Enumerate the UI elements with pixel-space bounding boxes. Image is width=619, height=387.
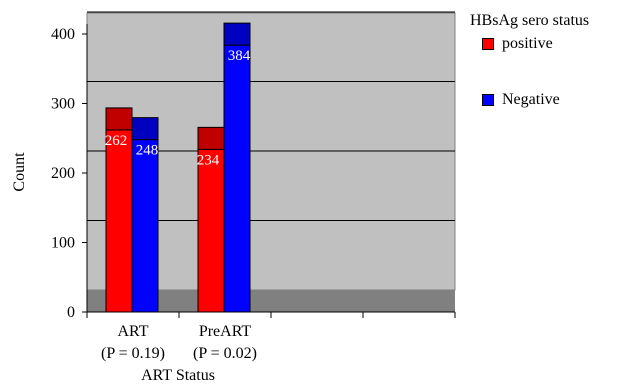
- bar-art-positive: [105, 129, 133, 313]
- legend-title: HBsAg sero status: [470, 12, 590, 29]
- y-axis-ticks: 0 100 200 300 400: [51, 26, 87, 321]
- y-axis-title: Count: [11, 152, 28, 192]
- x-tick-label-art: ART: [117, 323, 148, 340]
- data-label-preart-positive: 234: [197, 152, 220, 168]
- y-tick-label-400: 400: [51, 26, 75, 43]
- legend-label-negative: Negative: [502, 91, 560, 108]
- legend-label-positive: positive: [502, 35, 553, 52]
- data-label-art-negative: 248: [136, 143, 159, 159]
- y-tick-label-0: 0: [67, 304, 75, 321]
- x-tick-sublabel-art: (P = 0.19): [101, 345, 165, 362]
- bar-preart-positive: [197, 148, 225, 313]
- data-label-art-positive: 262: [105, 133, 128, 149]
- bar-top-art-negative: [131, 117, 159, 141]
- bar-top-art-positive: [105, 107, 133, 131]
- legend-item-positive: positive: [482, 34, 589, 54]
- x-tick-label-preart: PreART: [199, 323, 252, 340]
- legend-item-negative: Negative: [482, 90, 589, 110]
- chart-marks: 262 248 234 384: [105, 22, 251, 313]
- x-tick-sublabel-preart: (P = 0.02): [193, 345, 257, 362]
- y-tick-label-200: 200: [51, 165, 75, 182]
- legend-swatch-negative: [482, 94, 494, 106]
- bar-preart-negative: [223, 44, 251, 313]
- legend: HBsAg sero status positive Negative: [470, 12, 589, 110]
- x-axis-title: ART Status: [141, 367, 215, 384]
- plot-floor: [87, 290, 455, 312]
- y-tick-label-100: 100: [51, 235, 75, 252]
- bar-top-preart-negative: [223, 22, 251, 46]
- y-tick-label-300: 300: [51, 96, 75, 113]
- bar-art-negative: [131, 139, 159, 313]
- legend-swatch-positive: [482, 38, 494, 50]
- data-label-preart-negative: 384: [228, 48, 251, 64]
- bar-top-preart-positive: [197, 126, 225, 150]
- x-axis-categories: ART (P = 0.19) PreART (P = 0.02): [86, 312, 456, 362]
